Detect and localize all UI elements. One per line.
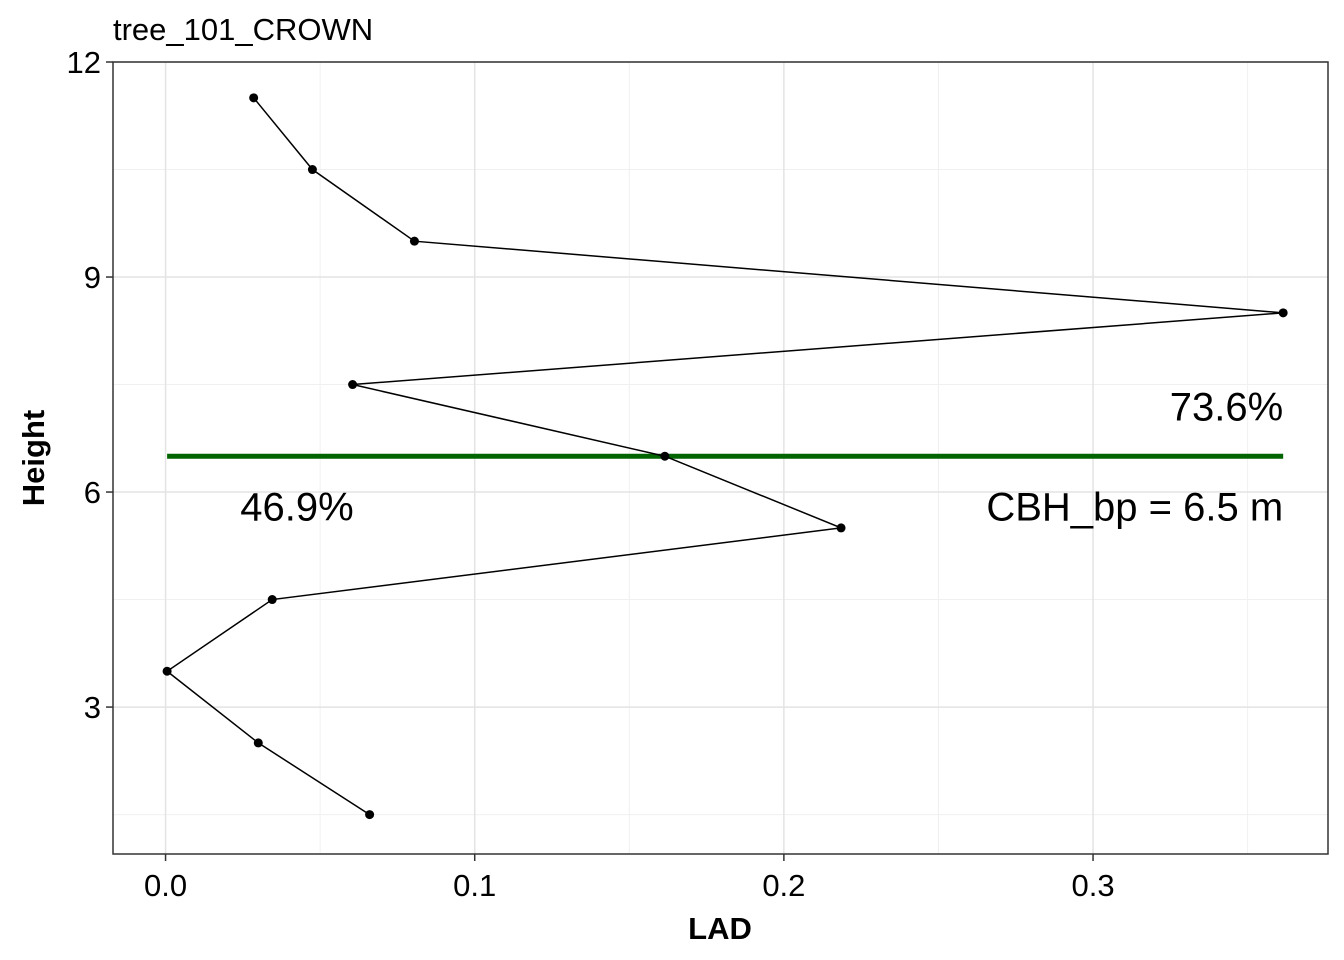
lad-data-point xyxy=(253,738,263,748)
lad-data-point xyxy=(348,380,358,390)
lad-data-point xyxy=(267,595,277,605)
lad-data-point xyxy=(1278,308,1288,318)
x-tick-label: 0.3 xyxy=(1071,868,1114,903)
y-tick-label: 9 xyxy=(84,260,101,295)
x-tick-label: 0.2 xyxy=(762,868,805,903)
lad-data-point xyxy=(249,93,259,103)
x-axis-title: LAD xyxy=(688,911,752,946)
y-tick-label: 3 xyxy=(84,690,101,725)
chart-annotation: 46.9% xyxy=(240,486,353,530)
x-tick-label: 0.0 xyxy=(144,868,187,903)
lad-data-point xyxy=(307,165,317,175)
y-tick-label: 12 xyxy=(67,45,101,80)
y-axis-title: Height xyxy=(16,410,51,506)
y-tick-label: 6 xyxy=(84,475,101,510)
x-tick-label: 0.1 xyxy=(453,868,496,903)
chart-annotation: CBH_bp = 6.5 m xyxy=(986,486,1283,530)
lad-data-point xyxy=(365,810,375,820)
lad-data-point xyxy=(162,666,172,676)
plot-title: tree_101_CROWN xyxy=(113,12,373,47)
plot-panel-border xyxy=(112,61,1329,855)
chart-annotation: 73.6% xyxy=(1170,385,1283,429)
lad-data-point xyxy=(409,236,419,246)
lad-data-point xyxy=(660,451,670,461)
lad-data-point xyxy=(836,523,846,533)
